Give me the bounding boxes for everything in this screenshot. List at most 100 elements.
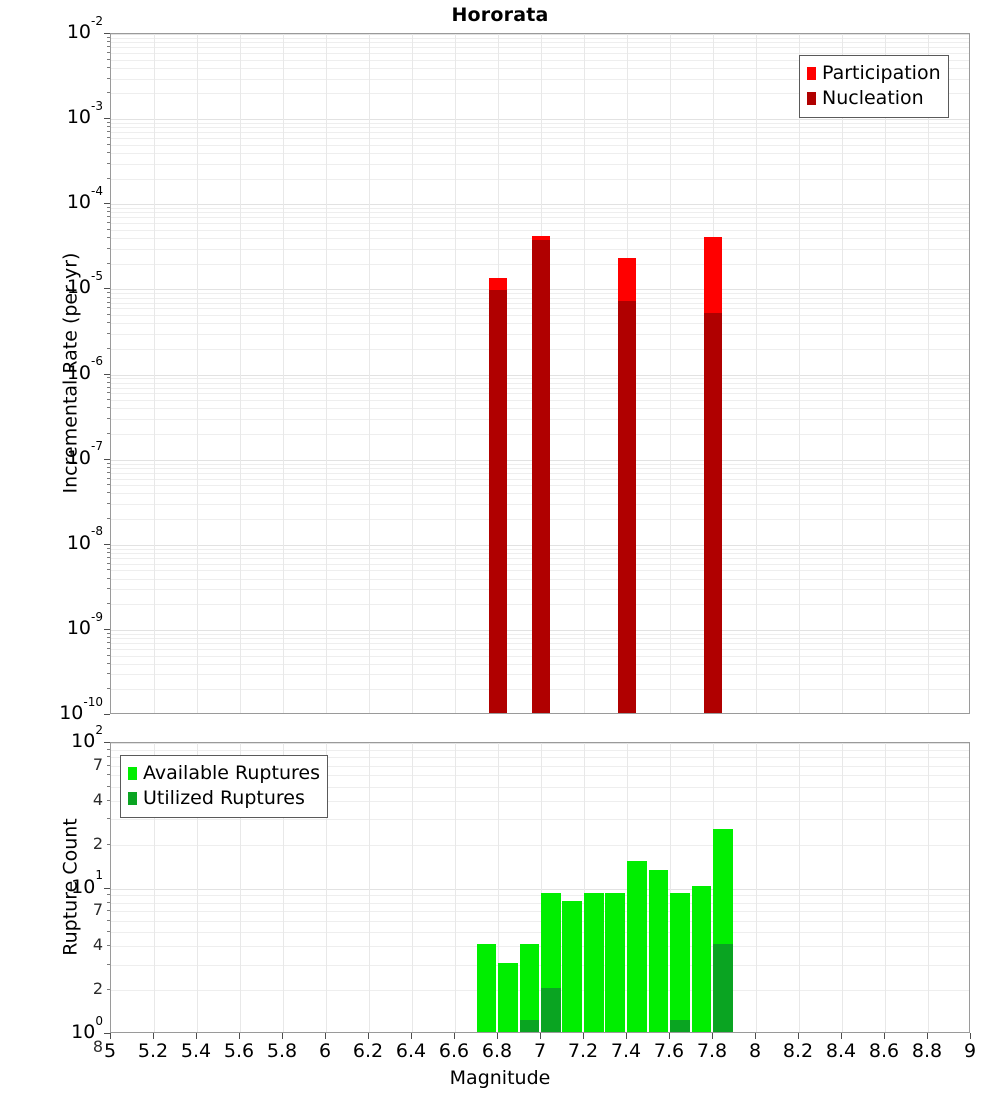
x-tick-label: 8.8 — [911, 1040, 943, 1062]
x-tick — [454, 1033, 455, 1039]
gridline-minor — [111, 750, 969, 751]
y-tick-minor — [107, 931, 110, 932]
gridline-vertical — [369, 34, 370, 713]
gridline-vertical — [498, 743, 499, 1032]
gridline-major — [111, 889, 969, 890]
gridline-minor — [111, 138, 969, 139]
x-tick-label: 8 — [748, 1040, 762, 1062]
y-tick-label-minor: 2 — [92, 833, 103, 853]
x-tick — [669, 1033, 670, 1039]
gridline-vertical — [369, 743, 370, 1032]
y-tick-minor — [107, 478, 110, 479]
gridline-vertical — [240, 34, 241, 713]
x-tick — [325, 1033, 326, 1039]
gridline-minor — [111, 911, 969, 912]
y-tick-minor — [107, 67, 110, 68]
x-tick-label: 6.4 — [395, 1040, 427, 1062]
gridline-vertical — [584, 743, 585, 1032]
y-tick-major — [104, 374, 110, 375]
gridline-vertical — [197, 743, 198, 1032]
x-tick — [282, 1033, 283, 1039]
y-tick-minor — [107, 292, 110, 293]
y-tick-minor — [107, 322, 110, 323]
y-tick-minor — [107, 52, 110, 53]
y-tick-major — [104, 459, 110, 460]
legend-item-row[interactable]: Available Ruptures — [128, 761, 320, 786]
y-tick-minor — [107, 92, 110, 93]
y-tick-minor — [107, 603, 110, 604]
y-tick-label: 100 — [71, 1013, 103, 1043]
gridline-vertical — [283, 34, 284, 713]
gridline-minor — [111, 153, 969, 154]
y-tick-minor — [107, 964, 110, 965]
y-tick-minor — [107, 216, 110, 217]
list-item — [541, 893, 561, 1032]
gridline-minor — [111, 47, 969, 48]
y-tick-minor — [107, 637, 110, 638]
y-tick-minor — [107, 302, 110, 303]
x-tick-label: 8.4 — [825, 1040, 857, 1062]
gridline-vertical — [842, 34, 843, 713]
gridline-minor — [111, 127, 969, 128]
y-tick-label: 10-7 — [66, 439, 103, 469]
gridline-minor — [111, 208, 969, 209]
bar-utilized — [520, 1020, 539, 1032]
legend-item-row[interactable]: Participation — [807, 61, 941, 86]
gridline-vertical — [842, 743, 843, 1032]
y-tick-minor — [107, 377, 110, 378]
y-tick-minor — [107, 663, 110, 664]
y-tick-minor — [107, 152, 110, 153]
y-tick-minor — [107, 248, 110, 249]
list-item — [562, 901, 582, 1032]
gridline-vertical — [670, 34, 671, 713]
list-item — [649, 870, 668, 1032]
gridline-vertical — [584, 34, 585, 713]
y-tick-minor — [107, 237, 110, 238]
y-tick-minor — [107, 387, 110, 388]
y-tick-label: 10-10 — [59, 694, 103, 724]
list-item — [520, 944, 539, 1032]
x-tick — [497, 1033, 498, 1039]
x-tick — [712, 1033, 713, 1039]
y-tick-minor — [107, 518, 110, 519]
x-tick-label: 5.8 — [266, 1040, 298, 1062]
gridline-vertical — [412, 743, 413, 1032]
y-tick-minor — [107, 126, 110, 127]
x-tick — [196, 1033, 197, 1039]
x-tick-label: 7.2 — [567, 1040, 599, 1062]
gridline-vertical — [154, 34, 155, 713]
list-item — [477, 944, 496, 1032]
y-tick-minor — [107, 333, 110, 334]
x-tick — [841, 1033, 842, 1039]
y-tick-minor — [107, 137, 110, 138]
y-tick-minor — [107, 648, 110, 649]
gridline-vertical — [885, 743, 886, 1032]
x-tick — [798, 1033, 799, 1039]
y-tick-minor — [107, 178, 110, 179]
x-tick-label: 5 — [103, 1040, 117, 1062]
legend-label: Utilized Ruptures — [143, 787, 305, 809]
legend-item-row[interactable]: Nucleation — [807, 86, 941, 111]
x-tick — [927, 1033, 928, 1039]
table-row — [532, 236, 550, 713]
y-tick-label: 102 — [71, 722, 103, 752]
gridline-minor — [111, 123, 969, 124]
y-tick-minor — [107, 569, 110, 570]
y-tick-minor — [107, 749, 110, 750]
y-tick-minor — [107, 131, 110, 132]
y-tick-minor — [107, 263, 110, 264]
x-tick — [411, 1033, 412, 1039]
x-tick-label: 9 — [963, 1040, 977, 1062]
gridline-minor — [111, 921, 969, 922]
y-tick-minor — [107, 910, 110, 911]
legend-swatch-icon — [128, 792, 137, 805]
gridline-minor — [111, 946, 969, 947]
y-tick-minor — [107, 844, 110, 845]
y-tick-major — [104, 118, 110, 119]
legend-item-row[interactable]: Utilized Ruptures — [128, 786, 320, 811]
x-tick — [970, 1033, 971, 1039]
gridline-vertical — [756, 34, 757, 713]
gridline-minor — [111, 787, 969, 788]
x-tick-label: 7.4 — [610, 1040, 642, 1062]
gridline-vertical — [541, 743, 542, 1032]
